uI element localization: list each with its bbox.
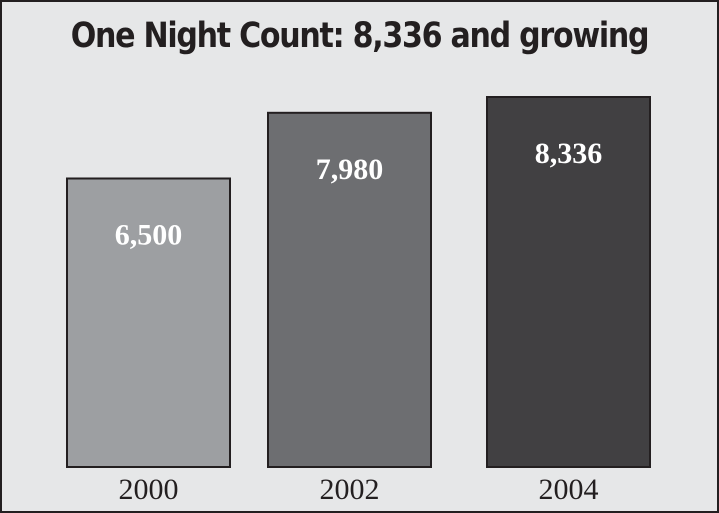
tick-label-2000: 2000 <box>119 473 179 506</box>
data-label-2004: 8,336 <box>535 137 603 170</box>
bar-2002 <box>267 111 432 469</box>
data-label-2000: 6,500 <box>115 218 183 251</box>
chart-title: One Night Count: 8,336 and growing <box>70 16 650 56</box>
data-label-2002: 7,980 <box>316 153 384 186</box>
tick-label-2002: 2002 <box>320 473 380 506</box>
bar-2004 <box>486 96 651 468</box>
tick-label-2004: 2004 <box>539 473 599 506</box>
bar-2000 <box>66 177 231 469</box>
